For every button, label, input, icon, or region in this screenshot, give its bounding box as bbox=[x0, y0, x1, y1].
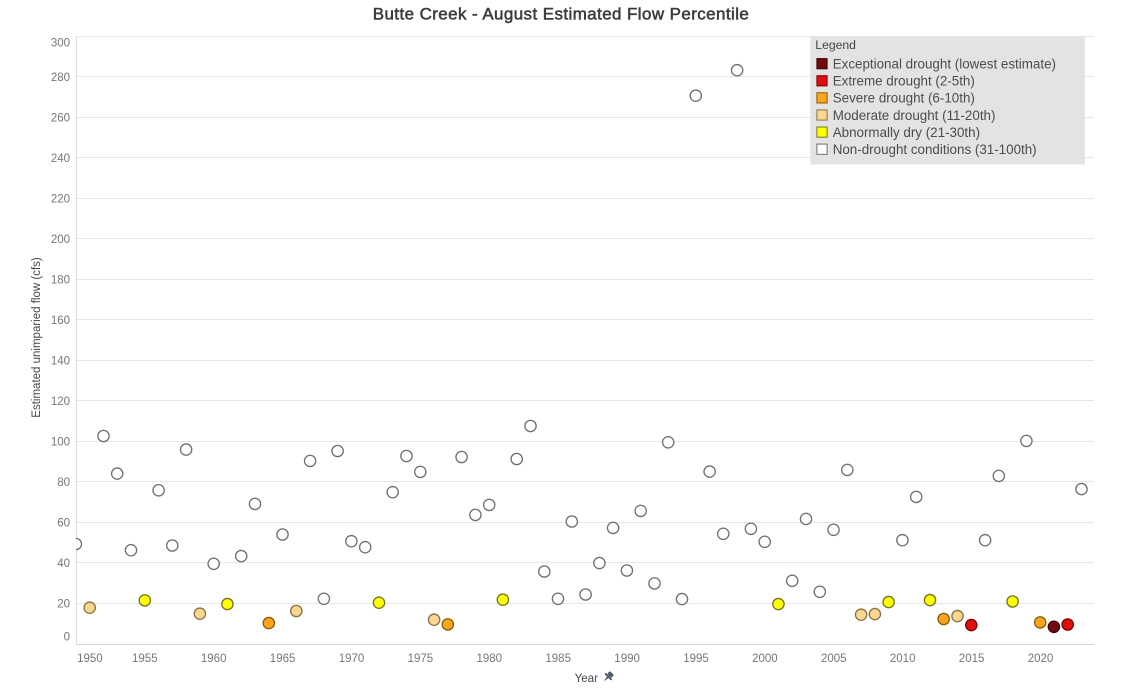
svg-text:1975: 1975 bbox=[408, 653, 434, 665]
svg-text:120: 120 bbox=[51, 396, 70, 408]
svg-text:260: 260 bbox=[51, 112, 70, 124]
svg-text:1980: 1980 bbox=[477, 653, 503, 665]
svg-text:1970: 1970 bbox=[339, 653, 365, 665]
svg-text:1965: 1965 bbox=[270, 653, 296, 665]
svg-text:60: 60 bbox=[57, 518, 70, 530]
svg-text:140: 140 bbox=[51, 356, 70, 368]
svg-text:20: 20 bbox=[57, 599, 70, 611]
svg-text:100: 100 bbox=[51, 437, 70, 449]
svg-text:1955: 1955 bbox=[132, 653, 158, 665]
svg-text:Non-drought conditions (31-100: Non-drought conditions (31-100th) bbox=[833, 142, 1037, 157]
svg-text:180: 180 bbox=[51, 275, 70, 287]
svg-text:Legend: Legend bbox=[815, 38, 856, 52]
svg-text:160: 160 bbox=[51, 315, 70, 327]
svg-text:Severe drought (6-10th): Severe drought (6-10th) bbox=[833, 91, 975, 106]
svg-text:1995: 1995 bbox=[683, 653, 709, 665]
svg-text:2010: 2010 bbox=[890, 653, 916, 665]
svg-text:300: 300 bbox=[51, 38, 70, 50]
svg-text:Exceptional drought (lowest es: Exceptional drought (lowest estimate) bbox=[833, 57, 1056, 72]
svg-text:Estimated unimparied flow (cfs: Estimated unimparied flow (cfs) bbox=[31, 257, 43, 418]
svg-text:2015: 2015 bbox=[959, 653, 985, 665]
svg-text:Abnormally dry (21-30th): Abnormally dry (21-30th) bbox=[833, 125, 980, 140]
svg-text:2000: 2000 bbox=[752, 653, 778, 665]
svg-text:0: 0 bbox=[64, 632, 70, 644]
svg-text:1985: 1985 bbox=[545, 653, 571, 665]
svg-text:280: 280 bbox=[51, 72, 70, 84]
svg-text:1990: 1990 bbox=[614, 653, 640, 665]
svg-text:200: 200 bbox=[51, 234, 70, 246]
svg-text:240: 240 bbox=[51, 153, 70, 165]
svg-text:1960: 1960 bbox=[201, 653, 227, 665]
svg-text:2020: 2020 bbox=[1028, 653, 1054, 665]
svg-text:2005: 2005 bbox=[821, 653, 847, 665]
svg-text:Extreme drought (2-5th): Extreme drought (2-5th) bbox=[833, 74, 975, 89]
svg-text:80: 80 bbox=[57, 477, 70, 489]
svg-text:40: 40 bbox=[57, 558, 70, 570]
svg-text:Moderate drought (11-20th): Moderate drought (11-20th) bbox=[833, 108, 996, 123]
svg-text:Butte Creek - August Estimated: Butte Creek - August Estimated Flow Perc… bbox=[373, 5, 750, 24]
svg-text:220: 220 bbox=[51, 193, 70, 205]
svg-text:Year: Year bbox=[575, 673, 598, 685]
svg-text:1950: 1950 bbox=[77, 653, 103, 665]
